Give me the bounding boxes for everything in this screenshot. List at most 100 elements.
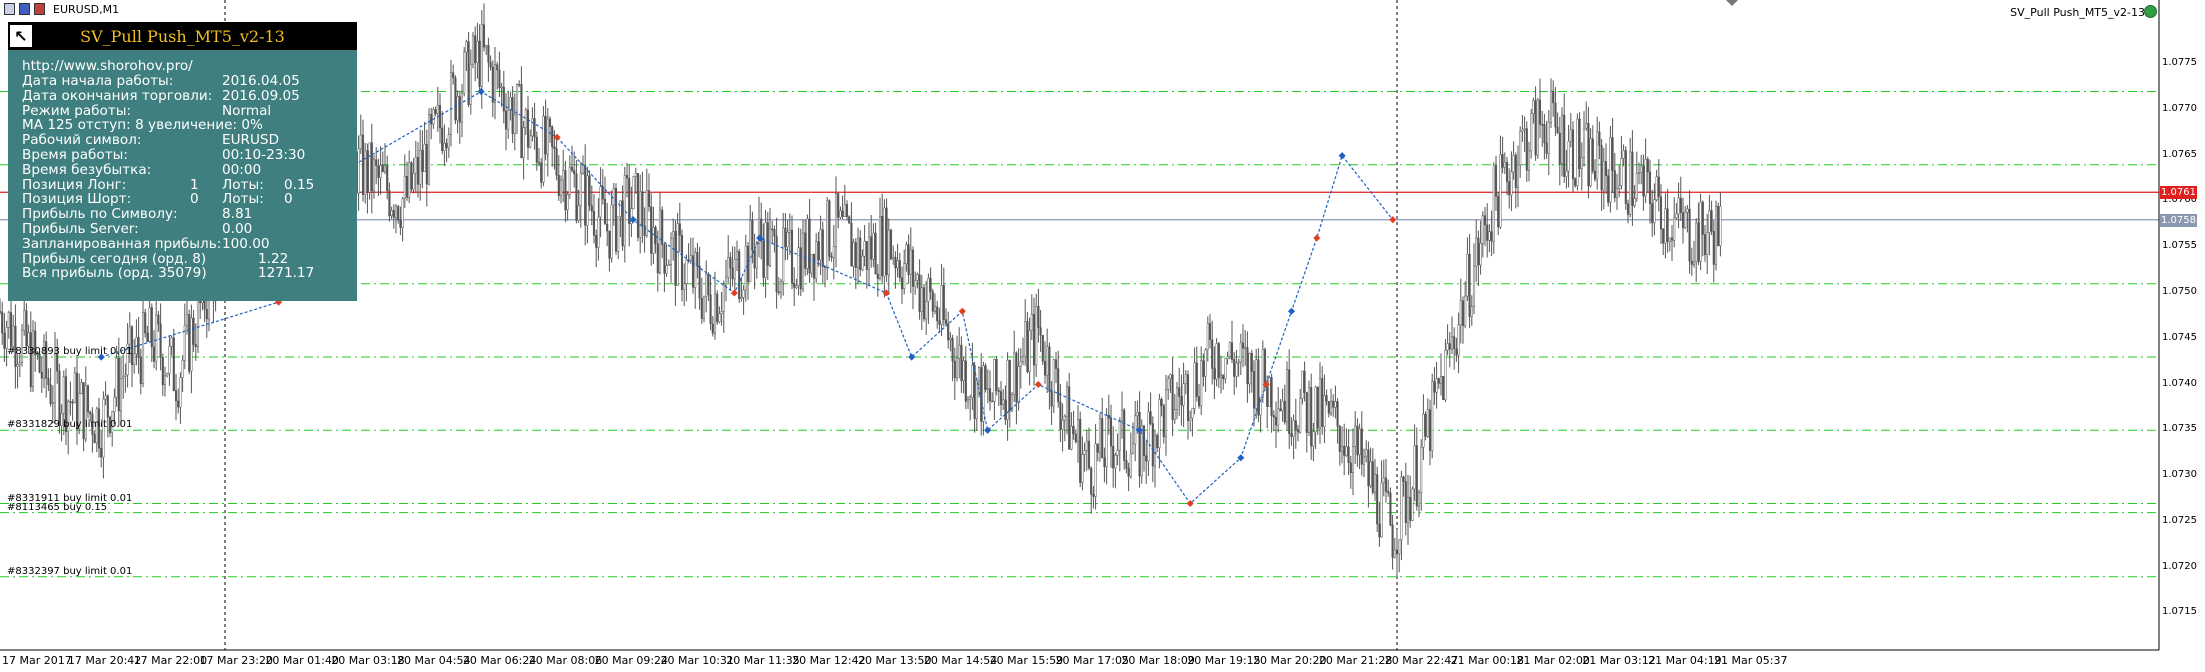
candle-body (1684, 211, 1687, 228)
candle-body (577, 205, 580, 221)
candle-body (806, 218, 809, 269)
candle-body (1411, 488, 1414, 521)
candle-body (1387, 491, 1390, 494)
panel-row-label: Прибыль сегодня (орд. 8) (22, 250, 207, 267)
candle-body (540, 162, 543, 183)
trade-marker[interactable] (908, 353, 916, 361)
candle-body (947, 323, 950, 341)
trade-marker[interactable] (477, 88, 485, 96)
candle-body (782, 227, 785, 282)
candle-body (557, 174, 560, 197)
candle-body (177, 400, 180, 408)
candle-body (412, 172, 415, 190)
candle-body (1211, 339, 1214, 369)
candle-body (1197, 396, 1201, 407)
trade-marker[interactable] (958, 307, 966, 315)
candle-body (456, 96, 459, 121)
trade-marker[interactable] (1338, 152, 1346, 160)
candle-body (408, 162, 411, 198)
chart-window-icon-3[interactable] (34, 3, 45, 15)
expert-smile-icon[interactable] (2144, 5, 2157, 18)
candle-body (1296, 429, 1300, 433)
trade-marker[interactable] (553, 133, 561, 141)
candle-body (1323, 395, 1326, 427)
candle-body (51, 402, 54, 405)
trade-marker[interactable] (882, 289, 890, 297)
trade-marker[interactable] (97, 353, 105, 361)
candle-body (966, 399, 970, 402)
panel-row-label: Время работы: (22, 147, 128, 163)
price-tick: 1.0750 (2162, 285, 2197, 297)
trade-marker[interactable] (1287, 307, 1296, 315)
candle-body (969, 397, 972, 400)
candle-body (1307, 387, 1311, 433)
candle-body (744, 245, 747, 291)
trade-marker[interactable] (1034, 380, 1042, 389)
candle-body (1043, 360, 1047, 376)
candle-body (179, 377, 182, 408)
candle-body (93, 434, 96, 444)
candle-body (1450, 336, 1454, 350)
candle-body (445, 142, 448, 149)
drop-arrow-icon[interactable] (1726, 0, 1738, 6)
candle-body (1303, 370, 1306, 393)
candle-body (900, 277, 904, 290)
order-label[interactable]: #8331829 buy limit 0.01 (7, 419, 133, 431)
candle-body (1208, 323, 1212, 340)
candle-body (1173, 409, 1176, 420)
candle-body (848, 216, 851, 224)
chart-window-icon-2[interactable] (19, 3, 30, 15)
panel-row-value: Normal (222, 102, 272, 119)
candle-body (40, 371, 43, 379)
candle-body (1219, 374, 1223, 378)
candle-body (148, 307, 151, 342)
candle-body (502, 86, 505, 112)
candle-body (788, 230, 791, 233)
order-label[interactable]: #8113465 buy 0.15 (7, 501, 108, 513)
candle-body (196, 293, 200, 347)
candle-body (1569, 129, 1572, 142)
candle-body (590, 205, 593, 212)
candle-body (1325, 395, 1328, 402)
order-label[interactable]: #8332397 buy limit 0.01 (7, 565, 133, 577)
trade-marker[interactable] (1313, 234, 1321, 242)
candle-body (889, 229, 893, 260)
candle-body (1090, 467, 1093, 495)
time-tick: 17 Mar 2017 (2, 654, 72, 667)
candle-body (106, 395, 109, 418)
candle-body (1516, 164, 1520, 188)
candle-body (1140, 425, 1143, 477)
panel-row-label: МА 125 отступ: 8 увеличение: 0% (22, 117, 263, 134)
candle-body (1527, 150, 1531, 171)
candle-body (1435, 378, 1438, 393)
candle-body (581, 165, 585, 174)
url-text[interactable]: http://www.shorohov.pro/ (22, 58, 193, 74)
candle-body (1503, 161, 1506, 168)
candle-body (689, 255, 692, 261)
chart-window-icon[interactable] (4, 3, 15, 15)
candle-body (1125, 460, 1128, 469)
candle-body (1279, 408, 1282, 412)
trade-marker[interactable] (984, 426, 992, 434)
candle-body (511, 97, 514, 134)
candle-body (509, 97, 512, 111)
candle-body (878, 216, 882, 279)
candle-body (1233, 359, 1236, 377)
trade-marker[interactable] (629, 216, 637, 224)
candle-body (1162, 405, 1165, 438)
candle-body (1114, 455, 1117, 469)
candle-body (1004, 399, 1007, 420)
order-label[interactable]: #8331911 buy limit 0.01 (7, 492, 133, 504)
candle-body (621, 200, 624, 247)
candle-body (1442, 375, 1445, 400)
candle-body (425, 143, 428, 185)
candle-body (421, 150, 424, 172)
candle-body (128, 326, 131, 345)
candle-body (810, 254, 813, 274)
trade-marker[interactable] (730, 289, 738, 297)
trade-marker[interactable] (756, 234, 764, 242)
order-label[interactable]: #8330893 buy limit 0.01 (7, 346, 133, 358)
arrow-back-icon[interactable]: ↖ (10, 25, 32, 47)
candle-body (639, 191, 642, 238)
candle-body (1389, 492, 1392, 526)
